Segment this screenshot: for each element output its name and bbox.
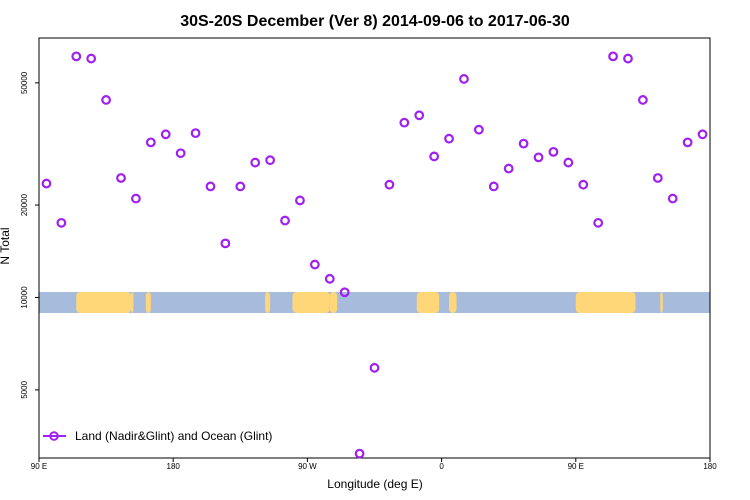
x-tick-label: 180 [167,462,181,471]
x-axis-ticks: 90 E 180 90 W 0 90 E 180 [31,458,717,471]
land-patch [449,292,457,313]
land-patch [329,292,338,313]
data-point [71,51,82,62]
data-point [593,217,604,228]
data-point [563,157,574,168]
y-axis-label: N Total [0,227,12,264]
data-point [131,193,141,204]
data-point [578,179,589,190]
data-point [280,215,290,226]
data-point [429,151,440,162]
data-point [190,128,201,139]
x-axis-label: Longitude (deg E) [327,477,422,491]
data-point [160,129,171,140]
data-point [56,217,67,228]
data-point [399,117,410,128]
data-point [369,362,380,373]
data-point [638,95,648,105]
data-point [339,287,350,298]
data-point [101,95,111,105]
land-patch [76,292,131,313]
data-point [488,181,499,192]
land-patch [419,292,437,313]
data-point [652,173,663,183]
land-patch [145,292,151,313]
data-point [41,178,52,189]
data-point [533,152,544,163]
data-point [667,193,678,204]
data-point [265,155,276,166]
data-point [175,148,186,159]
ocean-band [39,292,710,313]
plot-frame [38,37,711,459]
x-tick-label: 180 [703,462,717,471]
data-point [250,157,261,168]
data-point [205,181,216,192]
data-point [86,53,97,64]
data-point [503,163,514,174]
land-patch [292,292,330,313]
data-point [473,124,484,135]
data-point [444,133,454,144]
data-point [354,448,365,459]
y-tick-label: 50000 [20,71,29,94]
data-point [384,179,395,190]
legend-label: Land (Nadir&Glint) and Ocean (Glint) [75,429,272,443]
data-point [324,273,335,284]
data-points [41,51,708,459]
data-point [235,181,246,192]
data-point [116,173,126,183]
data-point [697,129,708,140]
y-tick-label: 10000 [20,286,29,309]
land-patch [265,292,271,313]
land-patch [660,292,663,313]
data-point [608,51,618,62]
data-point [295,195,305,206]
land-patch [130,292,134,313]
x-tick-label: 0 [439,462,444,471]
data-point [309,259,320,270]
y-tick-label: 5000 [20,380,29,398]
chart-title: 30S-20S December (Ver 8) 2014-09-06 to 2… [180,13,570,30]
data-point [459,74,469,84]
land-patch [575,292,636,313]
data-point [145,137,156,148]
legend-marker [49,431,59,441]
legend: Land (Nadir&Glint) and Ocean (Glint) [43,429,272,443]
land-ocean-strip [39,292,710,313]
data-point [623,53,633,64]
data-point [220,238,231,249]
x-tick-label: 90 W [298,462,317,471]
data-point [548,146,559,157]
y-tick-label: 20000 [20,193,29,216]
data-point [518,138,529,149]
x-tick-label: 90 E [568,462,584,471]
data-point [414,110,425,121]
y-axis-ticks: 5000 10000 20000 50000 [20,71,39,399]
data-point [682,137,693,148]
x-tick-label: 90 E [31,462,47,471]
